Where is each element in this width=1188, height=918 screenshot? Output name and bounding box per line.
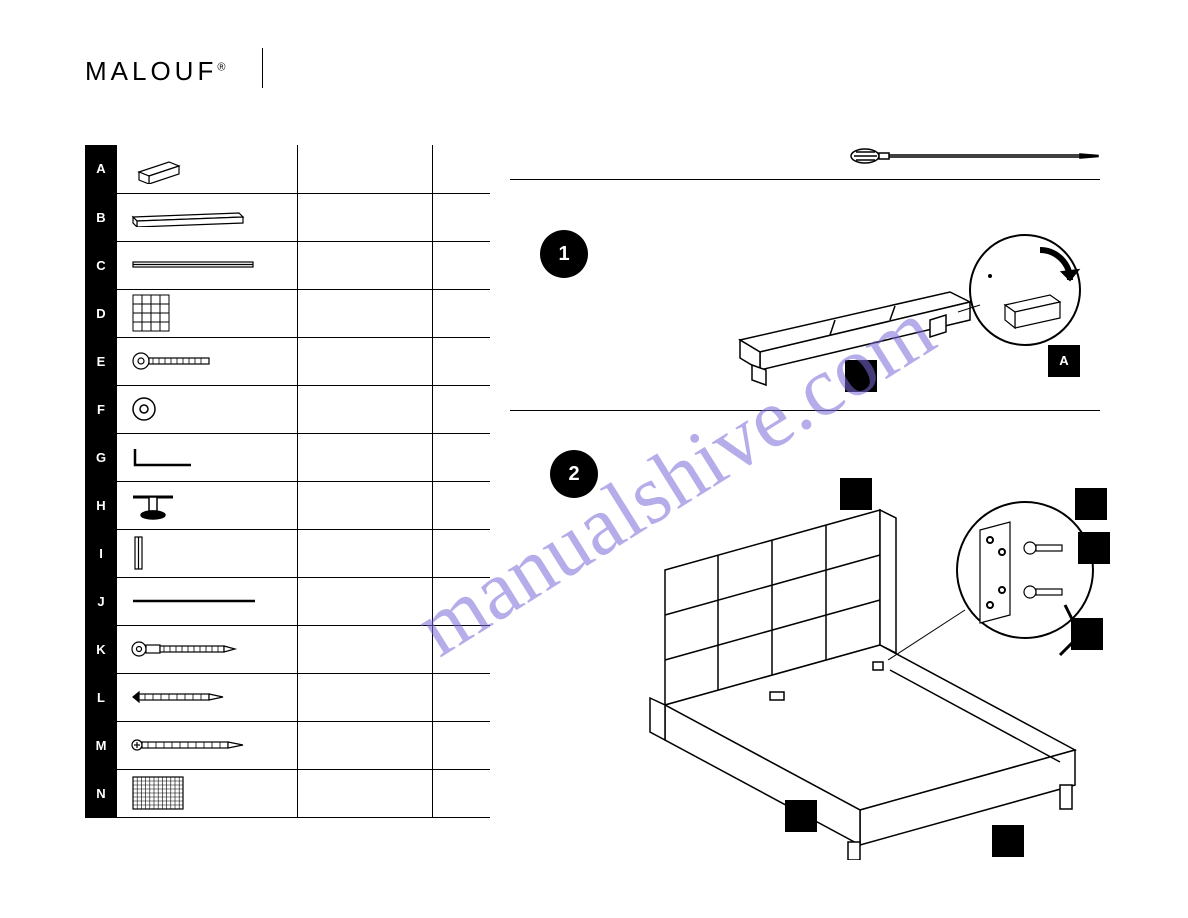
diagram2-label-f (992, 825, 1024, 857)
part-label: A (85, 145, 117, 193)
part-qty (432, 337, 490, 385)
part-icon (117, 481, 297, 529)
part-qty (432, 241, 490, 289)
part-icon (117, 625, 297, 673)
part-icon (117, 337, 297, 385)
instructions-panel: 1 (510, 140, 1100, 860)
parts-row: H (85, 481, 490, 529)
part-qty (432, 193, 490, 241)
parts-row: D (85, 289, 490, 337)
diagram2-label-a (840, 478, 872, 510)
parts-row: I (85, 529, 490, 577)
screwdriver-icon (850, 144, 1100, 168)
part-label: E (85, 337, 117, 385)
part-name (297, 529, 432, 577)
parts-row: N (85, 769, 490, 817)
parts-row: C (85, 241, 490, 289)
diagram2-label-d (1071, 618, 1103, 650)
part-name (297, 289, 432, 337)
part-qty (432, 673, 490, 721)
part-icon (117, 577, 297, 625)
part-icon (117, 433, 297, 481)
part-icon (117, 529, 297, 577)
part-icon (117, 289, 297, 337)
parts-row: E (85, 337, 490, 385)
part-icon (117, 673, 297, 721)
parts-row: L (85, 673, 490, 721)
part-qty (432, 769, 490, 817)
part-label: F (85, 385, 117, 433)
part-icon (117, 145, 297, 193)
step-1-badge: 1 (540, 230, 588, 278)
parts-row: A (85, 145, 490, 193)
diagram1-label-leg: A (1048, 345, 1080, 377)
part-qty (432, 145, 490, 193)
part-label: L (85, 673, 117, 721)
part-label: N (85, 769, 117, 817)
step-separator (510, 410, 1100, 411)
part-name (297, 673, 432, 721)
parts-row: B (85, 193, 490, 241)
parts-row: J (85, 577, 490, 625)
part-qty (432, 481, 490, 529)
part-qty (432, 721, 490, 769)
part-name (297, 577, 432, 625)
part-qty (432, 625, 490, 673)
part-name (297, 385, 432, 433)
brand-logo: MALOUF® (85, 56, 229, 87)
part-label: G (85, 433, 117, 481)
parts-row: K (85, 625, 490, 673)
part-label: D (85, 289, 117, 337)
part-name (297, 193, 432, 241)
parts-row: M (85, 721, 490, 769)
diagram2-label-e (785, 800, 817, 832)
diagram1-label-frame (845, 360, 877, 392)
part-name (297, 241, 432, 289)
part-qty (432, 289, 490, 337)
part-icon (117, 193, 297, 241)
part-label: K (85, 625, 117, 673)
diagram-step-1: A (630, 220, 1100, 400)
part-icon (117, 385, 297, 433)
part-qty (432, 433, 490, 481)
diagram2-label-b (1075, 488, 1107, 520)
part-icon (117, 241, 297, 289)
part-qty (432, 529, 490, 577)
part-icon (117, 721, 297, 769)
step-2-badge: 2 (550, 450, 598, 498)
part-name (297, 433, 432, 481)
parts-table: ABCDEFGHIJKLMN (85, 145, 490, 818)
tool-header (510, 140, 1100, 180)
parts-row: F (85, 385, 490, 433)
part-name (297, 481, 432, 529)
part-qty (432, 385, 490, 433)
parts-row: G (85, 433, 490, 481)
part-label: H (85, 481, 117, 529)
part-name (297, 721, 432, 769)
part-name (297, 145, 432, 193)
part-name (297, 337, 432, 385)
part-name (297, 769, 432, 817)
diagram2-label-c (1078, 532, 1110, 564)
brand-divider (262, 48, 263, 88)
part-label: J (85, 577, 117, 625)
part-label: I (85, 529, 117, 577)
part-label: M (85, 721, 117, 769)
brand-mark: ® (217, 61, 229, 73)
part-name (297, 625, 432, 673)
part-qty (432, 577, 490, 625)
brand-name: MALOUF (85, 56, 217, 86)
diagram-step-2 (630, 440, 1110, 860)
part-label: B (85, 193, 117, 241)
part-label: C (85, 241, 117, 289)
part-icon (117, 769, 297, 817)
